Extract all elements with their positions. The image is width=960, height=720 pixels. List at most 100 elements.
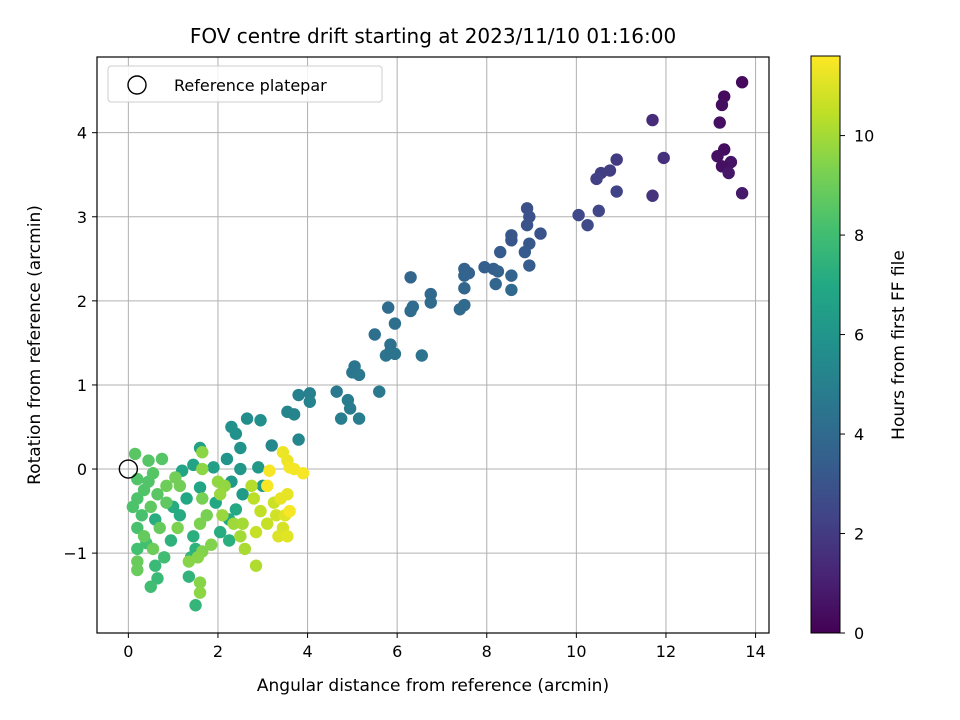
data-point — [292, 433, 305, 446]
data-point — [590, 172, 603, 186]
data-point — [187, 530, 200, 543]
data-point — [131, 492, 144, 505]
data-point — [149, 559, 162, 572]
data-points — [126, 76, 749, 612]
legend-box — [107, 65, 383, 103]
data-point — [144, 500, 157, 514]
data-point — [227, 517, 240, 530]
data-point — [261, 479, 274, 493]
data-point — [272, 530, 285, 543]
data-point — [368, 328, 381, 341]
y-tick-label: 3 — [77, 208, 87, 227]
data-point — [238, 542, 252, 556]
data-point — [245, 479, 258, 493]
data-point — [229, 427, 243, 440]
data-point — [131, 542, 144, 556]
data-point — [173, 509, 187, 522]
data-point — [229, 503, 243, 516]
y-tick-label: −1 — [63, 544, 87, 563]
data-point — [196, 492, 209, 505]
data-point — [180, 492, 193, 505]
colorbar-tick-label: 6 — [854, 326, 864, 345]
data-point — [523, 259, 536, 272]
data-point — [657, 151, 670, 165]
x-tick-label: 14 — [745, 642, 765, 661]
data-point — [283, 504, 296, 518]
data-point — [610, 153, 623, 166]
data-point — [520, 218, 534, 232]
data-point — [581, 218, 594, 232]
y-tick-label: 0 — [77, 460, 87, 479]
data-point — [388, 347, 402, 361]
data-point — [146, 467, 160, 480]
colorbar-tick-label: 2 — [854, 525, 864, 544]
data-point — [234, 441, 247, 455]
legend: Reference platepar — [107, 65, 383, 103]
data-point — [193, 481, 207, 494]
colorbar-tick-label: 10 — [854, 127, 874, 146]
data-point — [453, 303, 467, 316]
data-point — [182, 570, 196, 583]
data-point — [214, 488, 227, 501]
data-point — [404, 271, 417, 284]
colorbar-tick-label: 0 — [854, 624, 864, 643]
data-point — [200, 509, 213, 522]
data-point — [270, 509, 283, 522]
y-tick-label: 1 — [77, 376, 87, 395]
data-point — [146, 542, 160, 556]
x-tick-label: 2 — [213, 642, 223, 661]
colorbar-ticks: 0 2 4 6 8 10 — [840, 127, 874, 643]
data-point — [131, 521, 144, 535]
data-point — [254, 414, 267, 427]
data-point — [334, 412, 348, 425]
data-point — [164, 534, 178, 547]
x-tick-label: 0 — [123, 642, 133, 661]
data-point — [330, 385, 343, 398]
data-point — [735, 187, 749, 200]
data-point — [711, 150, 724, 163]
reference-marker — [118, 459, 139, 479]
data-point — [572, 208, 585, 222]
legend-open-circle-icon — [127, 75, 147, 95]
y-axis-label: Rotation from reference (arcmin) — [25, 205, 45, 485]
data-point — [265, 439, 278, 452]
data-point — [160, 496, 173, 509]
data-point — [424, 296, 437, 309]
data-point — [128, 447, 142, 461]
data-point — [220, 452, 234, 466]
data-point — [352, 368, 366, 382]
data-point — [171, 521, 184, 535]
data-point — [713, 116, 726, 129]
data-point — [236, 517, 249, 530]
data-point — [352, 412, 366, 425]
data-point — [189, 599, 202, 612]
colorbar-tick-label: 4 — [854, 425, 864, 444]
colorbar-tick-label: 8 — [854, 226, 864, 245]
data-point — [343, 402, 357, 415]
data-point — [207, 461, 220, 474]
data-point — [388, 317, 402, 330]
data-point — [214, 525, 227, 539]
data-point — [458, 269, 471, 282]
data-point — [234, 462, 247, 476]
data-point — [505, 234, 518, 247]
data-point — [196, 446, 209, 459]
data-point — [135, 509, 148, 522]
data-point — [234, 530, 247, 543]
data-point — [303, 395, 316, 408]
data-point — [131, 563, 144, 577]
data-point — [610, 185, 623, 198]
data-point — [160, 479, 173, 493]
data-point — [292, 388, 305, 402]
data-point — [715, 98, 729, 112]
colorbar: 0 2 4 6 8 10 Hours from first FF file — [810, 55, 909, 643]
grid-lines — [97, 57, 769, 633]
data-point — [205, 538, 218, 551]
data-point — [216, 509, 229, 522]
data-point — [261, 517, 274, 530]
data-point — [158, 551, 171, 564]
data-point — [646, 189, 659, 202]
data-point — [247, 492, 260, 505]
x-tick-label: 10 — [566, 642, 586, 661]
